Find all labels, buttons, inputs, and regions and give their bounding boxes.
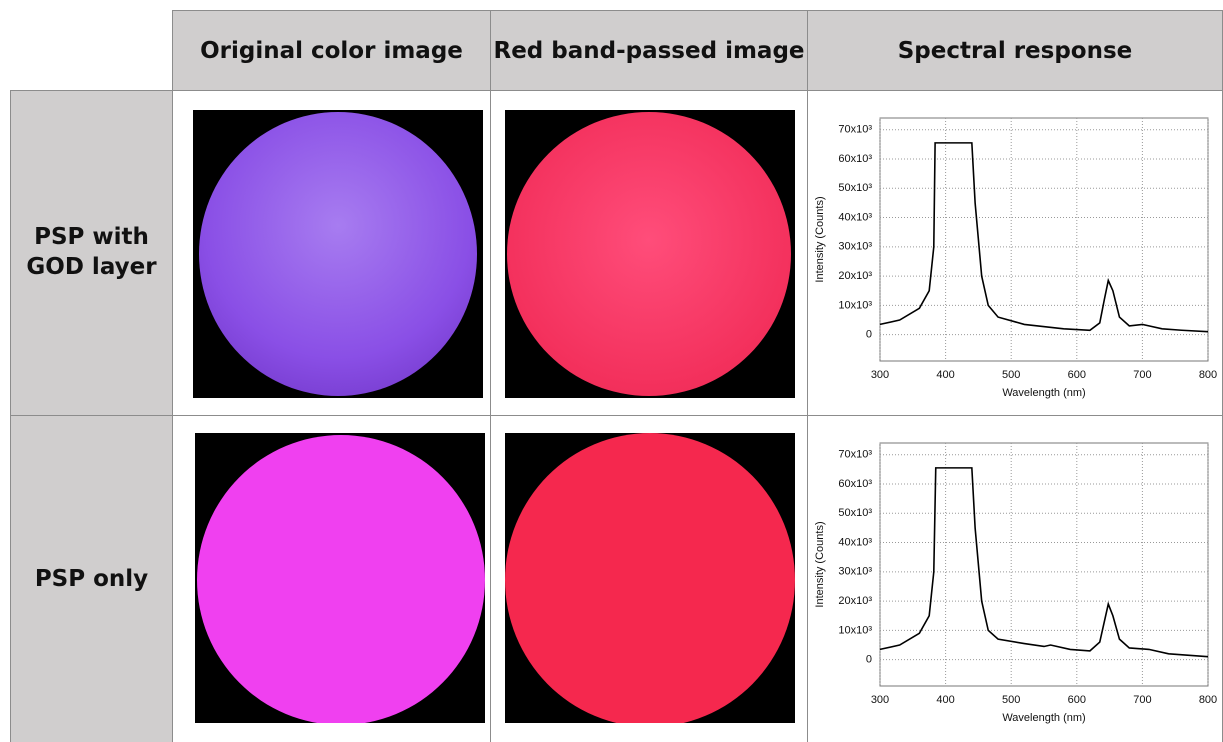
chart: 0 10x10³ 20x10³ 30x10³ 40x10³ 50x10³ 60x10³ 70x… (808, 416, 1222, 742)
figure: Original color image Red band-passed ima… (0, 0, 1223, 742)
x-tick-label: 400 (936, 694, 954, 706)
y-tick-label: 0 (866, 329, 872, 341)
x-tick-label: 300 (871, 369, 889, 381)
x-tick-label: 500 (1002, 694, 1020, 706)
y-axis-title: Intensity (Counts) (814, 521, 826, 607)
row-label: PSP only (10, 415, 173, 742)
y-tick-label: 10x10³ (838, 299, 872, 311)
x-tick-label: 300 (871, 694, 889, 706)
x-tick-label: 700 (1133, 369, 1151, 381)
plot-frame (880, 118, 1208, 361)
x-axis-title: Wavelength (nm) (1002, 712, 1085, 724)
line-series (880, 143, 1208, 332)
row-label: PSP with GOD layer (10, 90, 173, 416)
y-axis-title: Intensity (Counts) (814, 196, 826, 282)
y-tick-label: 0 (866, 654, 872, 666)
y-tick-label: 30x10³ (838, 566, 872, 578)
y-tick-label: 70x10³ (838, 124, 872, 136)
photo (195, 433, 485, 723)
y-tick-label: 40x10³ (838, 536, 872, 548)
x-axis-title: Wavelength (nm) (1002, 387, 1085, 399)
photo (505, 110, 795, 398)
x-tick-label: 600 (1068, 369, 1086, 381)
photo (193, 110, 483, 398)
y-tick-label: 50x10³ (838, 182, 872, 194)
photo (505, 433, 795, 723)
y-tick-label: 10x10³ (838, 624, 872, 636)
header-cell: Original color image (172, 10, 491, 91)
y-tick-label: 30x10³ (838, 241, 872, 253)
x-tick-label: 700 (1133, 694, 1151, 706)
line-series (880, 468, 1208, 657)
header-cell: Spectral response (807, 10, 1223, 91)
x-tick-label: 800 (1199, 694, 1217, 706)
x-tick-label: 400 (936, 369, 954, 381)
y-tick-label: 70x10³ (838, 449, 872, 461)
x-tick-label: 600 (1068, 694, 1086, 706)
y-tick-label: 20x10³ (838, 270, 872, 282)
header-cell: Red band-passed image (490, 10, 808, 91)
y-tick-label: 60x10³ (838, 153, 872, 165)
x-tick-label: 500 (1002, 369, 1020, 381)
y-tick-label: 40x10³ (838, 211, 872, 223)
y-tick-label: 20x10³ (838, 595, 872, 607)
y-tick-label: 50x10³ (838, 507, 872, 519)
y-tick-label: 60x10³ (838, 478, 872, 490)
plot-frame (880, 443, 1208, 686)
chart: 0 10x10³ 20x10³ 30x10³ 40x10³ 50x10³ 60x10³ 70x… (808, 91, 1222, 415)
x-tick-label: 800 (1199, 369, 1217, 381)
